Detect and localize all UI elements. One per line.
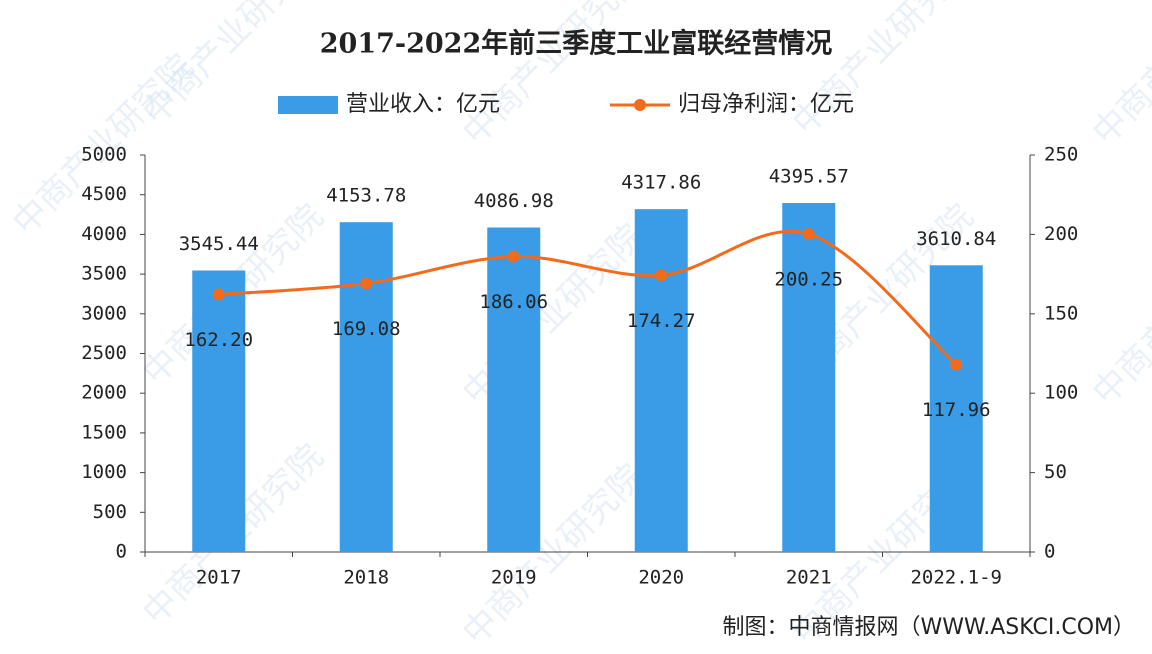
y-tick-label: 2500 xyxy=(81,342,127,364)
y2-tick-label: 100 xyxy=(1044,382,1078,404)
bar-value-label: 4317.86 xyxy=(621,172,701,194)
y2-tick-label: 50 xyxy=(1044,461,1067,483)
line-point xyxy=(360,277,373,290)
watermark: 中商产业研究院 xyxy=(1085,0,1152,153)
source: 制图：中商情报网（WWW.ASKCI.COM） xyxy=(723,615,1135,640)
watermark: 中商产业研究院 xyxy=(455,0,652,153)
watermark: 中商产业研究院 xyxy=(455,457,652,654)
bar xyxy=(634,209,688,552)
line-point xyxy=(950,358,963,371)
watermark: 中商产业研究院 xyxy=(785,0,982,143)
x-tick-label: 2019 xyxy=(491,567,537,589)
line-value-label: 117.96 xyxy=(922,399,991,421)
watermark: 中商产业研究院 xyxy=(455,217,652,414)
x-tick-label: 2021 xyxy=(786,567,832,589)
legend-swatch xyxy=(278,96,338,114)
y-tick-label: 3500 xyxy=(81,263,127,285)
x-tick-label: 2020 xyxy=(638,567,684,589)
bar xyxy=(929,265,983,552)
y2-tick-label: 150 xyxy=(1044,302,1078,324)
y-tick-label: 4000 xyxy=(81,223,127,245)
bar-value-label: 4153.78 xyxy=(326,185,406,207)
bar xyxy=(192,270,246,552)
y-tick-label: 5000 xyxy=(81,144,127,166)
line-value-label: 200.25 xyxy=(774,269,843,291)
x-tick-label: 2018 xyxy=(343,567,389,589)
bar xyxy=(782,202,836,552)
line-point xyxy=(802,228,815,241)
chart-title: 2017-2022年前三季度工业富联经营情况 xyxy=(320,28,833,60)
watermark: 中商产业研究院 xyxy=(1085,217,1152,414)
y-tick-label: 0 xyxy=(116,541,127,563)
legend-label: 归母净利润：亿元 xyxy=(678,92,854,117)
line-value-label: 169.08 xyxy=(332,318,401,340)
bar-value-label: 4086.98 xyxy=(474,190,554,212)
line-point xyxy=(212,288,225,301)
line-value-label: 162.20 xyxy=(184,329,253,351)
line-value-label: 186.06 xyxy=(479,291,548,313)
y2-tick-label: 200 xyxy=(1044,223,1078,245)
bar-value-label: 4395.57 xyxy=(769,165,849,187)
bar xyxy=(339,222,393,552)
bar-value-label: 3545.44 xyxy=(179,233,259,255)
line-value-label: 174.27 xyxy=(627,310,696,332)
y-tick-label: 500 xyxy=(93,501,127,523)
y-tick-label: 2000 xyxy=(81,382,127,404)
line-point xyxy=(507,250,520,263)
x-tick-label: 2017 xyxy=(196,567,242,589)
y-tick-label: 4500 xyxy=(81,183,127,205)
y-tick-label: 1000 xyxy=(81,461,127,483)
bar xyxy=(487,227,541,553)
line xyxy=(218,229,958,366)
y-tick-label: 1500 xyxy=(81,421,127,443)
legend-label: 营业收入：亿元 xyxy=(346,92,500,117)
y2-tick-label: 250 xyxy=(1044,144,1078,166)
y-tick-label: 3000 xyxy=(81,302,127,324)
bar-value-label: 3610.84 xyxy=(916,228,996,250)
legend-swatch-point xyxy=(634,99,646,111)
line-point xyxy=(655,269,668,282)
x-tick-label: 2022.1-9 xyxy=(910,567,1002,589)
y2-tick-label: 0 xyxy=(1044,541,1055,563)
